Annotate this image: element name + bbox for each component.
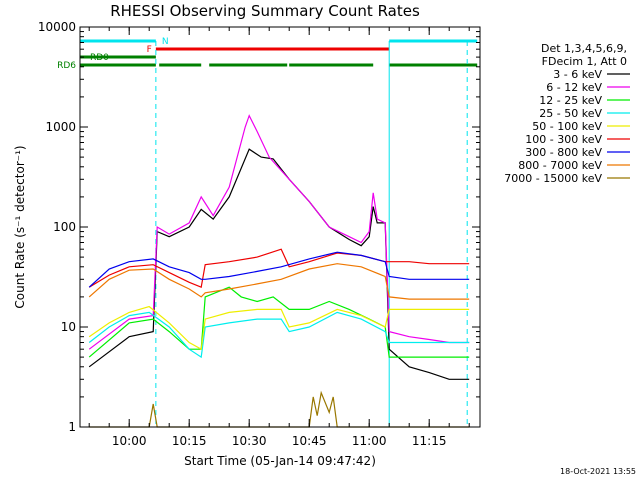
legend-entry-label: 25 - 50 keV — [539, 107, 602, 120]
legend-entry-label: 7000 - 15000 keV — [504, 172, 602, 185]
timestamp: 18-Oct-2021 13:55 — [560, 467, 636, 476]
y-tick-label: 1 — [68, 420, 76, 434]
flag-n-label: N — [162, 37, 169, 47]
axis-ticks: 10:00 10:15 10:30 10:45 11:00 11:15 1 10 100 1000… — [38, 20, 480, 448]
legend-entry-label: 12 - 25 keV — [539, 94, 602, 107]
x-axis-label: Start Time (05-Jan-14 09:47:42) — [184, 454, 376, 468]
x-tick-label: 11:15 — [412, 434, 447, 448]
series-line-6 — [88, 248, 470, 289]
legend-entry-label: 100 - 300 keV — [525, 133, 602, 146]
legend-entry-label: 6 - 12 keV — [546, 81, 602, 94]
legend-header-line: Det 1,3,4,5,6,9, — [541, 42, 627, 55]
series-line-9 — [89, 390, 470, 428]
x-tick-label: 10:15 — [172, 434, 207, 448]
legend: Det 1,3,4,5,6,9,FDecim 1, Att 03 - 6 keV… — [504, 42, 630, 185]
legend-header-line: FDecim 1, Att 0 — [542, 55, 627, 68]
legend-entry-label: 300 - 800 keV — [525, 146, 602, 159]
flag-rd6-label: RD6 — [57, 61, 76, 71]
y-axis-label: Count Rate (s⁻¹ detector⁻¹) — [13, 145, 27, 308]
y-tick-label: 10 — [61, 320, 76, 334]
y-tick-label: 10000 — [38, 20, 76, 34]
legend-entry-label: 50 - 100 keV — [532, 120, 602, 133]
y-tick-label: 1000 — [45, 120, 76, 134]
x-tick-label: 11:00 — [352, 434, 387, 448]
series-line-7 — [88, 251, 470, 288]
chart-title: RHESSI Observing Summary Count Rates — [110, 2, 420, 20]
y-tick-label: 100 — [53, 220, 76, 234]
series-line-3 — [88, 286, 470, 358]
legend-entry-label: 800 - 7000 keV — [518, 159, 602, 172]
flag-f-label: F — [147, 45, 152, 55]
x-tick-label: 10:30 — [232, 434, 267, 448]
series-line-5 — [88, 305, 470, 351]
series-line-8 — [88, 263, 470, 300]
legend-entry-label: 3 - 6 keV — [553, 68, 602, 81]
flag-rd0-label: RD0 — [90, 53, 109, 63]
x-tick-label: 10:45 — [292, 434, 327, 448]
series-line-2 — [88, 114, 470, 350]
flag-bars: NF RD0 RD6 — [57, 37, 478, 71]
x-tick-label: 10:00 — [112, 434, 147, 448]
series-lines — [88, 114, 470, 428]
series-line-4 — [88, 311, 470, 359]
